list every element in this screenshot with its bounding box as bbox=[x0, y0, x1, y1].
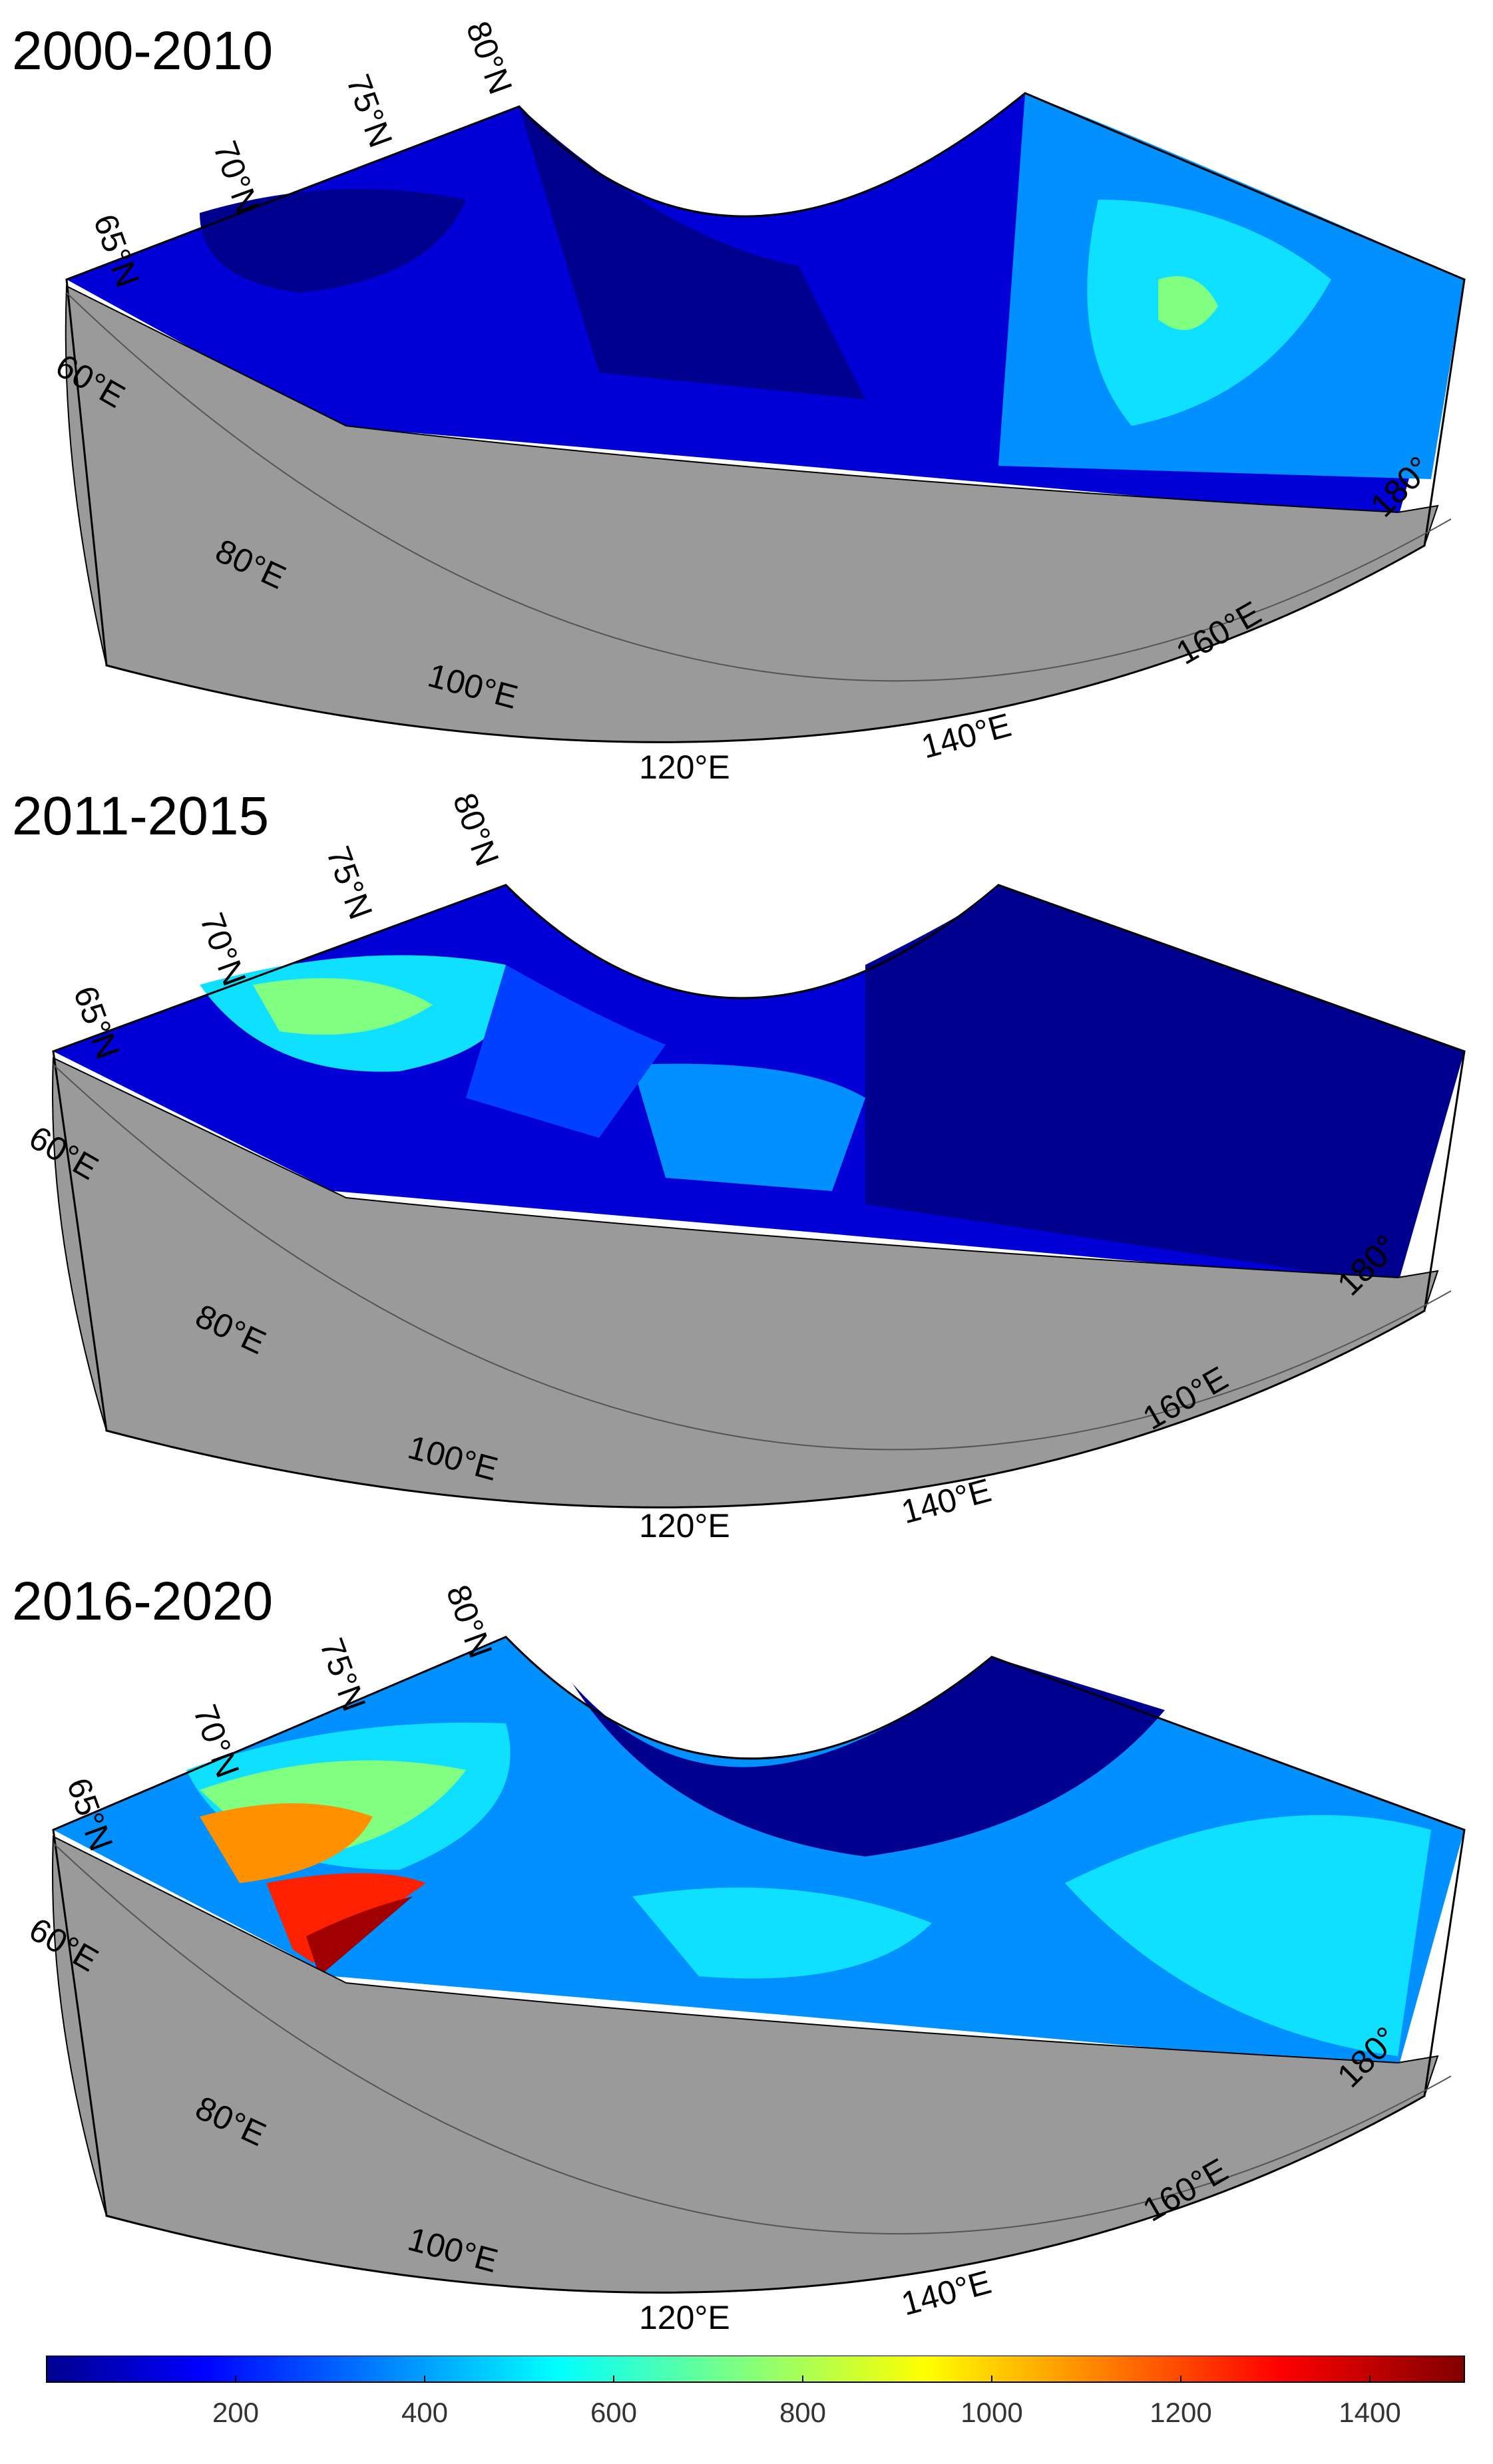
lat-label-75: 75°N bbox=[320, 842, 380, 924]
sea-region-central-lightblue bbox=[632, 1063, 865, 1191]
sea-region-north-deep bbox=[572, 1657, 1165, 1856]
sea-region-west-darkred bbox=[306, 1896, 413, 1976]
lon-label-120: 120°E bbox=[639, 2299, 730, 2336]
map-canvas: 65°N 70°N 75°N 80°N 60°E 80°E 100°E 120°… bbox=[50, 17, 1466, 785]
map-boundary bbox=[52, 884, 1466, 1508]
panel-title: 2016-2020 bbox=[12, 1571, 274, 1632]
colorbar-tick-label: 1400 bbox=[1339, 2397, 1400, 2428]
colorbar-tick-label: 600 bbox=[590, 2397, 637, 2428]
colorbar-gradient bbox=[46, 2356, 1465, 2383]
sea-region-central bbox=[519, 106, 865, 399]
colorbar-tick-label: 200 bbox=[212, 2397, 259, 2428]
lat-label-75: 75°N bbox=[313, 1634, 373, 1716]
sea-region-west-green bbox=[253, 978, 433, 1035]
sea-field bbox=[53, 885, 1464, 1284]
sea-region-east-cyan bbox=[1065, 1815, 1431, 2056]
sea-region-east bbox=[865, 885, 1464, 1284]
outer-frame-arc bbox=[53, 1064, 1452, 1451]
map-canvas: 65°N 70°N 75°N 80°N 60°E 80°E 100°E 120°… bbox=[23, 1580, 1466, 2336]
map-boundary bbox=[52, 1636, 1466, 2294]
map-canvas: 65°N 70°N 75°N 80°N 60°E 80°E 100°E 120°… bbox=[23, 789, 1466, 1544]
outer-frame-arc bbox=[53, 1843, 1452, 2234]
sea-region-west-orange bbox=[200, 1803, 373, 1883]
sea-region-west-red bbox=[266, 1873, 426, 1963]
sea-field bbox=[53, 1637, 1464, 2069]
sea-region-east-green bbox=[1158, 276, 1218, 330]
lat-label-80: 80°N bbox=[459, 17, 520, 99]
sea-field bbox=[67, 93, 1464, 519]
map-panel-2: 2011-2015 65°N 70°N 75°N 80°N 60°E 80°E … bbox=[0, 765, 1493, 1550]
colorbar-tick-label: 1000 bbox=[960, 2397, 1022, 2428]
colorbar-ticks: 200 400 600 800 1000 1200 1400 bbox=[212, 2376, 1401, 2428]
panel-title: 2000-2010 bbox=[12, 21, 274, 81]
sea-region-west bbox=[200, 189, 466, 293]
map-boundary bbox=[65, 92, 1466, 743]
map-panel-3: 2016-2020 65°N 70°N 75°N 80°N 60°E 80°E … bbox=[0, 1550, 1493, 2336]
map-panel-1: 2000-2010 65°N 70°N 75°N 80°N 60°E 80°E … bbox=[0, 0, 1493, 785]
panel-title: 2011-2015 bbox=[12, 786, 270, 846]
lon-label-120: 120°E bbox=[639, 749, 730, 785]
colorbar-tick-label: 800 bbox=[779, 2397, 826, 2428]
colorbar-tick-label: 1200 bbox=[1150, 2397, 1211, 2428]
sea-region-central-cyan bbox=[632, 1887, 932, 1979]
colorbar-tick-label: 400 bbox=[401, 2397, 448, 2428]
lat-label-70: 70°N bbox=[206, 136, 267, 219]
lat-label-70: 70°N bbox=[193, 908, 254, 991]
outer-frame-arc bbox=[66, 292, 1452, 682]
lon-label-120: 120°E bbox=[639, 1507, 730, 1544]
lat-label-80: 80°N bbox=[439, 1580, 500, 1663]
sea-region-central-blue bbox=[466, 965, 666, 1138]
lat-label-80: 80°N bbox=[446, 789, 507, 871]
colorbar: 200 400 600 800 1000 1200 1400 bbox=[46, 2356, 1465, 2428]
lat-label-75: 75°N bbox=[339, 70, 400, 152]
